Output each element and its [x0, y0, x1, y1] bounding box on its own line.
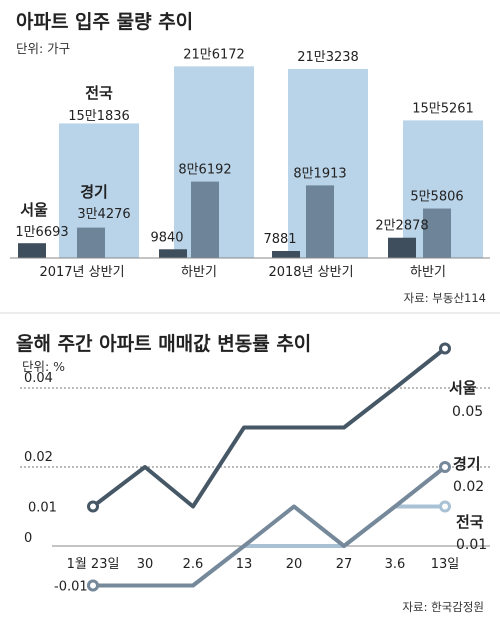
x-tick-label-6: 27	[336, 557, 353, 572]
label-gyeonggi-cat-4: 5만5806	[410, 190, 463, 205]
bar-seoul-cat-4	[388, 237, 416, 258]
x-tick-label-5: 20	[286, 557, 303, 572]
x-tick-label-8: 13일	[431, 557, 460, 572]
x-tick-label-1: 1월 23일	[67, 557, 120, 572]
bar-chart-unit: 단위: 가구	[16, 41, 70, 56]
label-seoul-cat-2: 9840	[150, 230, 183, 245]
bar-chart-title: 아파트 입주 물량 추이	[16, 11, 193, 33]
line-marker-1-8	[439, 342, 451, 355]
label-gyeonggi-cat-2: 8만6192	[178, 163, 231, 178]
x-tick-label-2: 30	[137, 557, 154, 572]
label-national-cat-3: 21만3238	[297, 50, 359, 65]
line-chart-source: 자료: 한국감정원	[402, 600, 484, 614]
line-series-1	[91, 346, 447, 509]
y-tick-label-3: 0.01	[28, 501, 57, 516]
line-series-2	[93, 465, 447, 588]
x-tick-label-7: 3.6	[385, 557, 406, 572]
legend-gyeonggi: 경기	[80, 183, 108, 201]
line-chart-title: 올해 주간 아파트 매매값 변동률 추이	[16, 333, 311, 355]
legend-national: 전국	[85, 84, 113, 102]
label-seoul-cat-1: 1만6693	[15, 225, 68, 240]
bar-seoul-cat-2	[159, 249, 187, 258]
line-chart-plot: 서울 0.05 경기 0.02 전국 0.01	[87, 342, 487, 592]
bar-chart-plot: 전국 15만1836 경기 3만4276 서울 1만6693 21만6172 8만6192 98…	[15, 47, 483, 258]
series-end-value-1: 0.05	[452, 404, 483, 420]
label-national-cat-1: 15만1836	[68, 109, 130, 124]
line-chart-grid: 0.04 0.02 0.01 0 -0.01	[20, 371, 490, 595]
line-chart-unit: 단위: %	[22, 359, 65, 374]
label-seoul-cat-4: 2만2878	[375, 219, 428, 234]
label-national-cat-4: 15만5261	[412, 101, 474, 116]
bar-gyeonggi-cat-3	[306, 185, 334, 258]
y-tick-label-5: -0.01	[54, 580, 88, 595]
label-national-cat-2: 21만6172	[183, 47, 245, 62]
bar-chart-categories: 2017년 상반기 하반기 2018년 상반기 하반기	[39, 265, 445, 280]
category-label-cat-4: 하반기	[410, 265, 446, 280]
label-gyeonggi-cat-1: 3만4276	[77, 207, 130, 222]
series-name-2: 경기	[453, 455, 481, 473]
bar-seoul-cat-1	[18, 243, 46, 258]
y-tick-label-4: 0	[24, 531, 32, 546]
category-label-cat-2: 하반기	[181, 265, 217, 280]
line-marker-2-1	[87, 579, 99, 592]
series-name-3: 전국	[456, 513, 484, 531]
bar-gyeonggi-cat-2	[191, 181, 219, 258]
legend-seoul: 서울	[20, 201, 48, 219]
bar-seoul-cat-3	[272, 251, 300, 258]
x-tick-label-3: 2.6	[183, 557, 204, 572]
bar-chart-source: 자료: 부동산114	[404, 291, 486, 305]
label-gyeonggi-cat-3: 8만1913	[293, 166, 346, 181]
bar-gyeonggi-cat-1	[77, 227, 105, 258]
y-tick-label-1: 0.04	[24, 371, 53, 386]
category-label-cat-1: 2017년 상반기	[39, 265, 124, 280]
series-end-value-2: 0.02	[453, 479, 484, 495]
series-end-value-3: 0.01	[456, 537, 487, 553]
line-marker-1-1	[87, 500, 99, 513]
series-name-1: 서울	[449, 379, 477, 397]
y-tick-label-2: 0.02	[24, 450, 53, 465]
label-seoul-cat-3: 7881	[263, 232, 296, 247]
bar-gyeonggi-cat-4	[423, 208, 451, 258]
line-chart-x-axis: 1월 23일 30 2.6 13 20 27 3.6 13일	[67, 557, 460, 572]
line-marker-2-8	[439, 461, 451, 473]
x-tick-label-4: 13	[236, 557, 253, 572]
line-marker-3-8	[439, 500, 451, 513]
category-label-cat-3: 2018년 상반기	[268, 265, 353, 280]
